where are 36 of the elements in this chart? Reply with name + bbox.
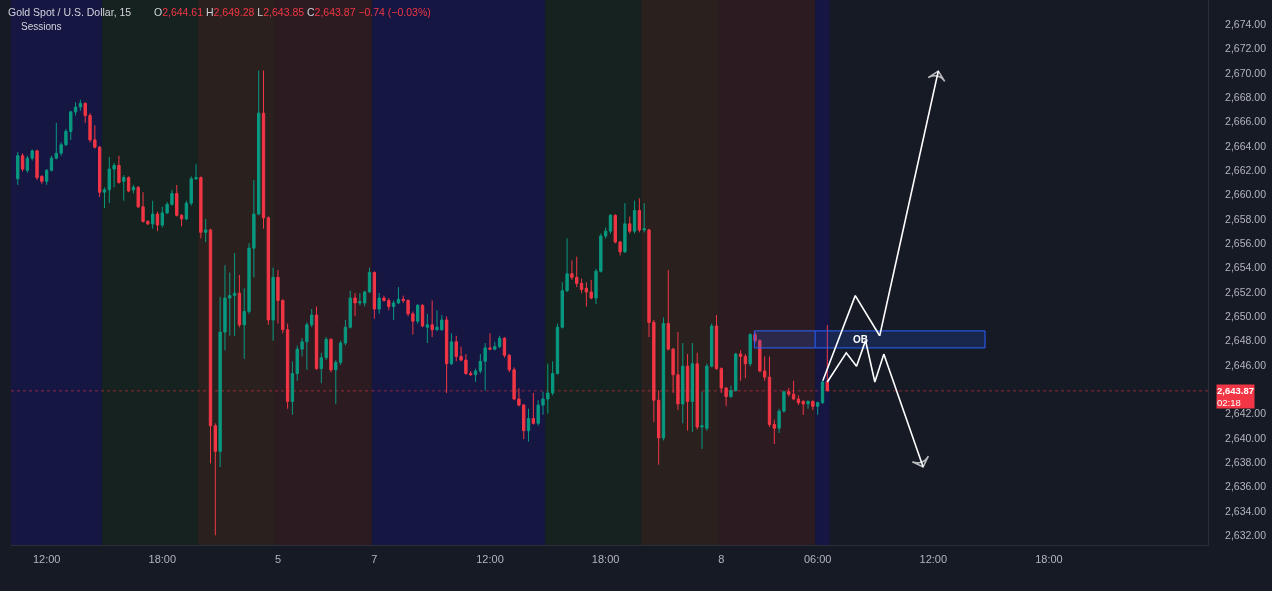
x-tick-label: 12:00	[919, 553, 948, 566]
y-tick-label: 2,634.00	[1225, 504, 1267, 517]
y-tick-label: 2,650.00	[1225, 309, 1267, 322]
text: O2,644.61 H2,649.28 L2,643.85 C2,643.87 −0.74 (−0.03%)	[154, 6, 431, 18]
annotation: OB	[853, 334, 868, 345]
x-tick-label: 8	[718, 553, 725, 566]
y-tick-label: 2,666.00	[1225, 115, 1267, 128]
text: Gold Spot / U.S. Dollar, 15	[8, 5, 132, 18]
y-tick-label: 2,658.00	[1225, 212, 1267, 225]
y-tick-label: 2,662.00	[1225, 163, 1267, 176]
y-tick-label: 2,640.00	[1225, 431, 1267, 444]
y-tick-label: 2,638.00	[1225, 455, 1267, 468]
annotation: Sessions	[21, 21, 62, 32]
y-tick-label: 2,632.00	[1225, 528, 1267, 541]
y-tick-label: 2,672.00	[1225, 42, 1267, 55]
x-tick-label: 18:00	[1035, 553, 1063, 566]
y-tick-label: 2,664.00	[1225, 139, 1267, 152]
y-tick-label: 2,654.00	[1225, 261, 1267, 274]
x-tick-label: 5	[274, 553, 282, 566]
y-tick-label: 2,652.00	[1225, 285, 1267, 298]
x-tick-label: 7	[371, 553, 378, 566]
x-tick-label: 12:00	[32, 553, 61, 566]
x-tick-label: 18:00	[148, 553, 177, 566]
y-tick-label: 2,648.00	[1225, 334, 1267, 347]
y-tick-label: 2,674.00	[1225, 18, 1267, 31]
y-tick-label: 2,642.00	[1225, 407, 1267, 420]
y-tick-label: 2,660.00	[1225, 188, 1267, 201]
y-tick-label: 2,668.00	[1225, 91, 1267, 103]
x-tick-label: 18:00	[591, 553, 620, 566]
x-tick-label: 12:00	[476, 553, 504, 566]
y-tick-label: 2,656.00	[1225, 236, 1267, 249]
y-tick-label: 2,636.00	[1225, 480, 1267, 493]
y-tick-label: 2,646.00	[1225, 358, 1267, 371]
y-tick-label: 2,670.00	[1225, 66, 1267, 79]
x-tick-label: 06:00	[803, 553, 832, 566]
ref-line-label: 2,643.87 02:18	[1217, 385, 1254, 409]
